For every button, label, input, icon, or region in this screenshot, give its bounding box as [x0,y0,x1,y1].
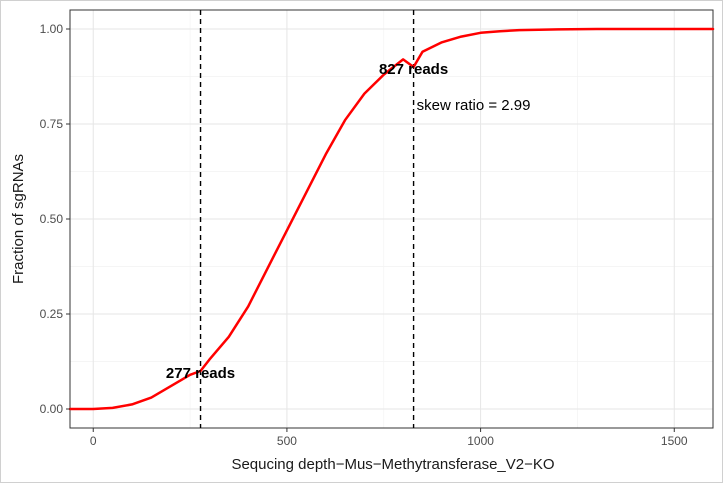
y-axis-title: Fraction of sgRNAs [10,154,27,284]
reference-line-label: 827 reads [379,61,448,78]
x-tick-label: 1500 [661,434,688,448]
x-axis-title: Sequcing depth−Mus−Methytransferase_V2−K… [231,456,554,473]
annotations: 277 reads 827 reads skew ratio = 2.99 [166,61,531,382]
grid [69,9,714,429]
reference-lines [199,10,415,428]
y-tick-label: 0.50 [40,212,64,226]
x-tick-label: 0 [90,434,97,448]
tick-labels: 0 500 1000 1500 0.00 0.25 0.50 0.75 1.00 [40,22,688,448]
y-tick-label: 0.75 [40,117,64,131]
y-tick-label: 0.00 [40,402,64,416]
y-tick-label: 1.00 [40,22,64,36]
reference-line-label: 277 reads [166,365,235,382]
skew-ratio-annotation: skew ratio = 2.99 [417,97,531,114]
y-tick-label: 0.25 [40,307,64,321]
x-tick-label: 1000 [467,434,494,448]
x-tick-label: 500 [277,434,297,448]
series-line [68,27,715,411]
series-layer [68,27,715,411]
